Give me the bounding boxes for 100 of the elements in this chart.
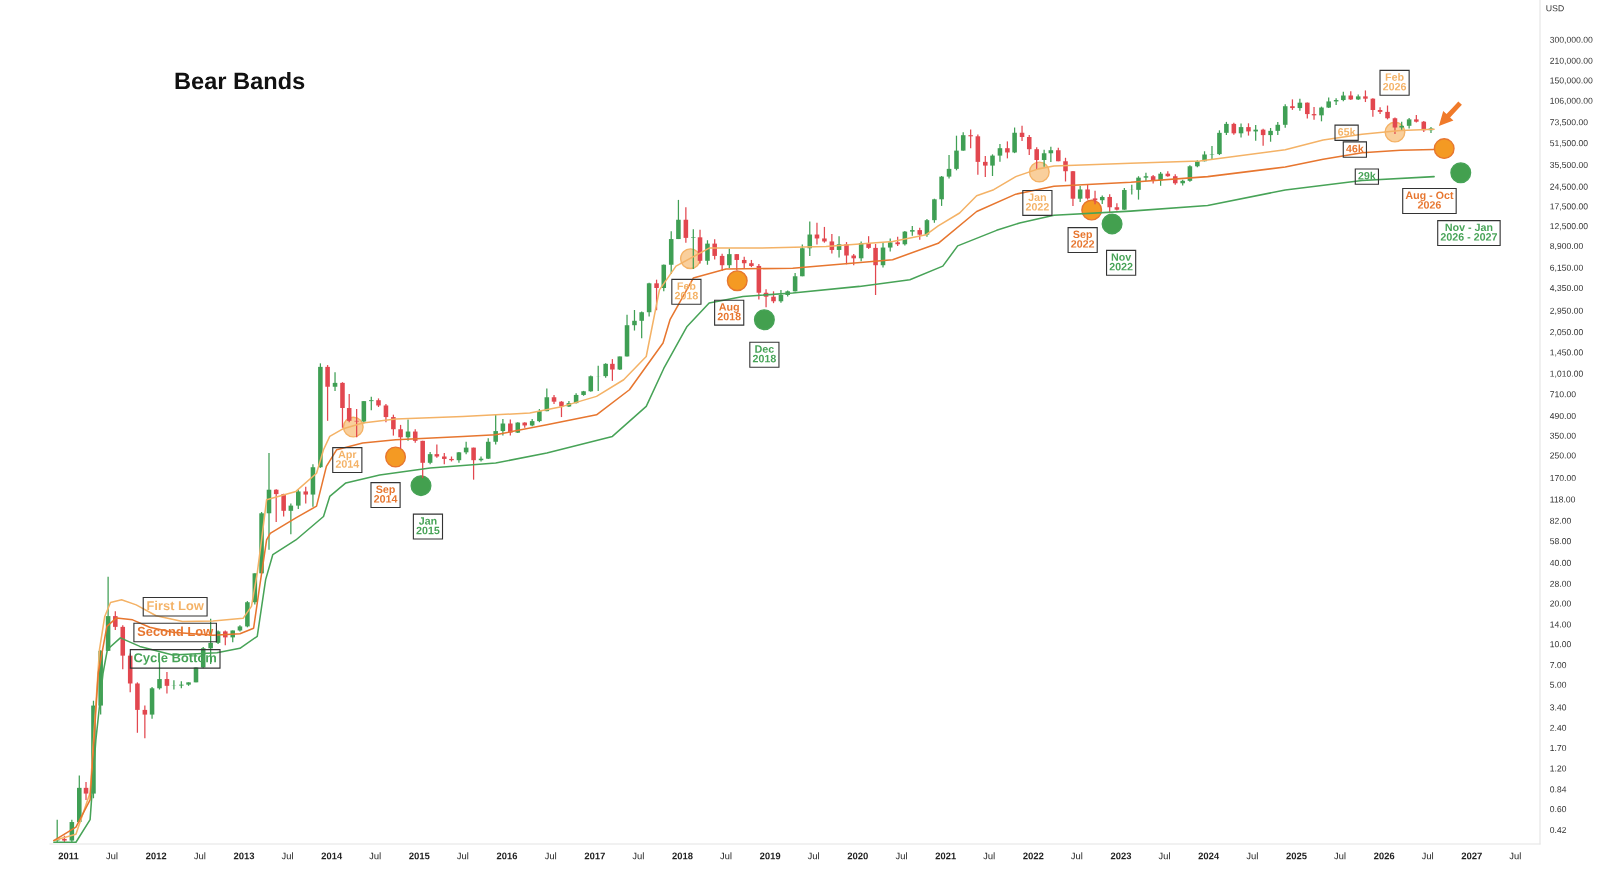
y-tick-label: 51,500.00 [1550, 140, 1588, 148]
annotation: 65k [1338, 127, 1356, 136]
y-tick-label: 0.60 [1550, 806, 1567, 813]
candlestick [1217, 129, 1222, 156]
y-tick-label: 710.00 [1550, 391, 1576, 398]
y-tick-label: 2,950.00 [1550, 307, 1583, 315]
text: Bear Bands [175, 72, 305, 90]
x-tick-label: 2027 [1461, 852, 1482, 860]
y-tick-label: 1.70 [1550, 745, 1567, 752]
y-tick-label: 0.84 [1550, 786, 1567, 793]
candlestick [142, 704, 148, 739]
y-tick-label: 6,150.00 [1550, 264, 1583, 272]
annotation: Jan 2015 [416, 517, 440, 535]
candlestick [968, 128, 973, 149]
y-tick-label: 82.00 [1550, 517, 1571, 524]
y-axis-title: USD [1546, 5, 1564, 12]
y-tick-label: 118.00 [1550, 496, 1576, 503]
annotation: Aug - Oct 2026 [1405, 191, 1454, 209]
candlestick [354, 408, 359, 438]
annotation: Jan 2022 [1025, 193, 1049, 211]
y-tick-label: 170.00 [1550, 475, 1576, 482]
candlestick [391, 414, 396, 437]
y-tick-label: 17,500.00 [1550, 203, 1588, 211]
candlestick [471, 447, 476, 481]
candlestick [1034, 146, 1039, 170]
x-tick-label: Jul [1246, 852, 1258, 860]
x-tick-label: Jul [456, 852, 469, 860]
y-tick-label: 58.00 [1550, 538, 1571, 545]
candlestick [164, 671, 170, 695]
y-tick-label: 300,000.00 [1550, 36, 1593, 44]
point [385, 446, 407, 468]
x-tick-label: 2020 [847, 852, 868, 860]
y-tick-label: 14.00 [1550, 621, 1571, 628]
x-tick-label: 2011 [58, 852, 79, 860]
y-tick-label: 0.42 [1550, 826, 1567, 834]
y-tick-label: 5.00 [1550, 681, 1567, 688]
annotation: 46k [1346, 144, 1364, 153]
x-tick-label: Jul [1158, 852, 1170, 860]
candlestick [691, 228, 696, 270]
candlestick [610, 358, 615, 382]
candlestick [485, 437, 491, 460]
x-tick-label: Jul [1334, 852, 1346, 860]
candlestick [325, 364, 330, 422]
candlestick [1026, 134, 1032, 156]
candlestick [997, 143, 1003, 163]
x-tick-label: 2018 [672, 852, 693, 860]
candlestick [1063, 157, 1068, 183]
point [410, 475, 432, 497]
candlestick [639, 310, 644, 339]
point [1101, 213, 1123, 235]
y-tick-label: 24,500.00 [1550, 183, 1588, 191]
x-tick-label: 2016 [496, 852, 518, 860]
point [753, 309, 775, 331]
x-tick-label: Jul [1509, 852, 1521, 860]
annotation: Aug 2018 [717, 303, 741, 321]
candlestick [983, 155, 988, 178]
annotation: Sep 2022 [1071, 230, 1095, 248]
y-tick-label: 2.40 [1550, 724, 1567, 731]
annotation: Nov 2022 [1109, 253, 1133, 271]
y-tick-label: 10.00 [1550, 641, 1571, 648]
point [1450, 162, 1472, 184]
y-tick-label: 35,500.00 [1550, 161, 1588, 169]
point [726, 270, 748, 292]
candlestick [398, 424, 403, 450]
annotation: Sep 2014 [374, 485, 398, 503]
candlestick [632, 309, 637, 332]
y-tick-label: 3.40 [1550, 704, 1567, 711]
x-tick-label: 2024 [1198, 852, 1220, 860]
y-tick-label: 490.00 [1549, 412, 1576, 420]
x-tick-label: Jul [281, 852, 293, 860]
y-tick-label: 4,350.00 [1549, 284, 1583, 293]
candlestick [1282, 103, 1288, 129]
x-tick-label: Jul [632, 852, 644, 860]
x-tick-label: 2017 [584, 852, 605, 860]
x-tick-label: 2023 [1110, 852, 1132, 860]
candlestick [1041, 149, 1047, 168]
y-tick-label: 20.00 [1550, 600, 1571, 607]
y-tick-label: 210,000.00 [1550, 57, 1593, 65]
point [1433, 138, 1455, 160]
y-tick-label: 1.20 [1550, 765, 1567, 772]
y-tick-label: 73,500.00 [1550, 119, 1588, 127]
x-tick-label: Jul [1421, 852, 1434, 860]
candlestick [705, 239, 710, 266]
x-tick-label: Jul [1070, 852, 1083, 860]
candlestick [661, 263, 667, 292]
annotation: Feb 2026 [1383, 73, 1407, 91]
candlestick [932, 198, 937, 224]
candlestick [727, 247, 732, 269]
candlestick [493, 414, 498, 446]
y-tick-label: 106,000.00 [1550, 97, 1593, 105]
series-label: First Low [147, 600, 204, 611]
x-tick-label: Jul [983, 852, 995, 860]
candlestick [960, 131, 966, 152]
candlestick [1012, 126, 1017, 154]
y-tick-label: 150,000.00 [1550, 77, 1593, 85]
candlestick [1143, 172, 1149, 182]
y-tick-label: 8,900.00 [1550, 242, 1583, 251]
x-tick-label: 2026 [1373, 852, 1395, 860]
candlestick [1092, 190, 1098, 205]
x-tick-label: Jul [895, 852, 907, 860]
